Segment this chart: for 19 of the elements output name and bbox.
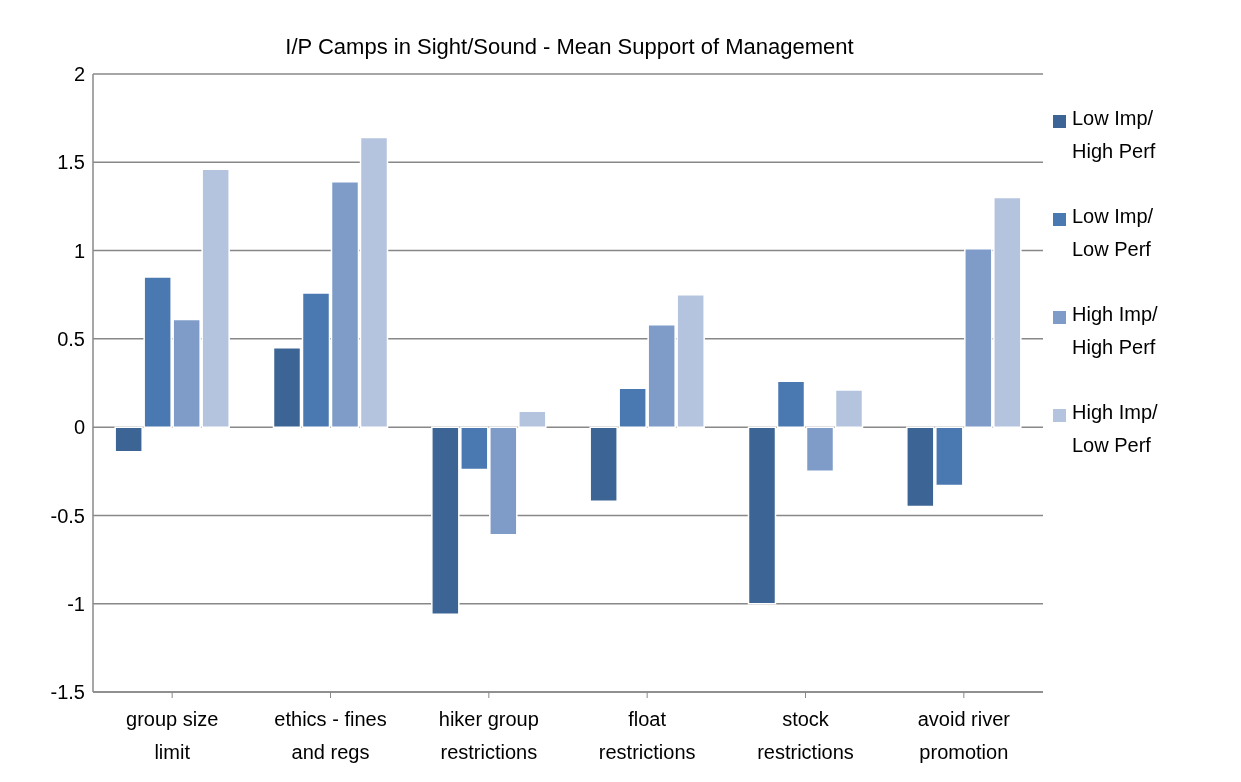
y-tick-label: -1 [67,592,85,615]
y-tick-label: 0 [73,416,85,439]
x-tick-label: hiker group restrictions [438,708,539,763]
legend-label: High Imp/ Low Perf [1072,400,1159,458]
x-tick-label: stock restrictions [757,708,854,763]
legend-label: High Imp/ High Perf [1072,302,1159,360]
chart-title: I/P Camps in Sight/Sound - Mean Support of Management [284,34,855,60]
y-tick-label: 1.5 [57,151,85,174]
legend-label: Low Imp/ High Perf [1072,106,1157,164]
legend-label: Low Imp/ Low Perf [1072,204,1155,262]
x-tick-label: ethics - fines and regs [274,708,387,763]
y-tick-label: 1 [73,239,85,262]
x-tick-label: avoid river promotion [917,708,1011,763]
y-tick-label: 0.5 [57,327,85,350]
y-tick-label: -1.5 [50,681,85,704]
x-tick-label: float restrictions [598,708,696,763]
y-tick-label: -0.5 [50,504,85,527]
y-tick-label: 2 [73,63,85,86]
x-tick-label: group size limit [126,708,219,763]
